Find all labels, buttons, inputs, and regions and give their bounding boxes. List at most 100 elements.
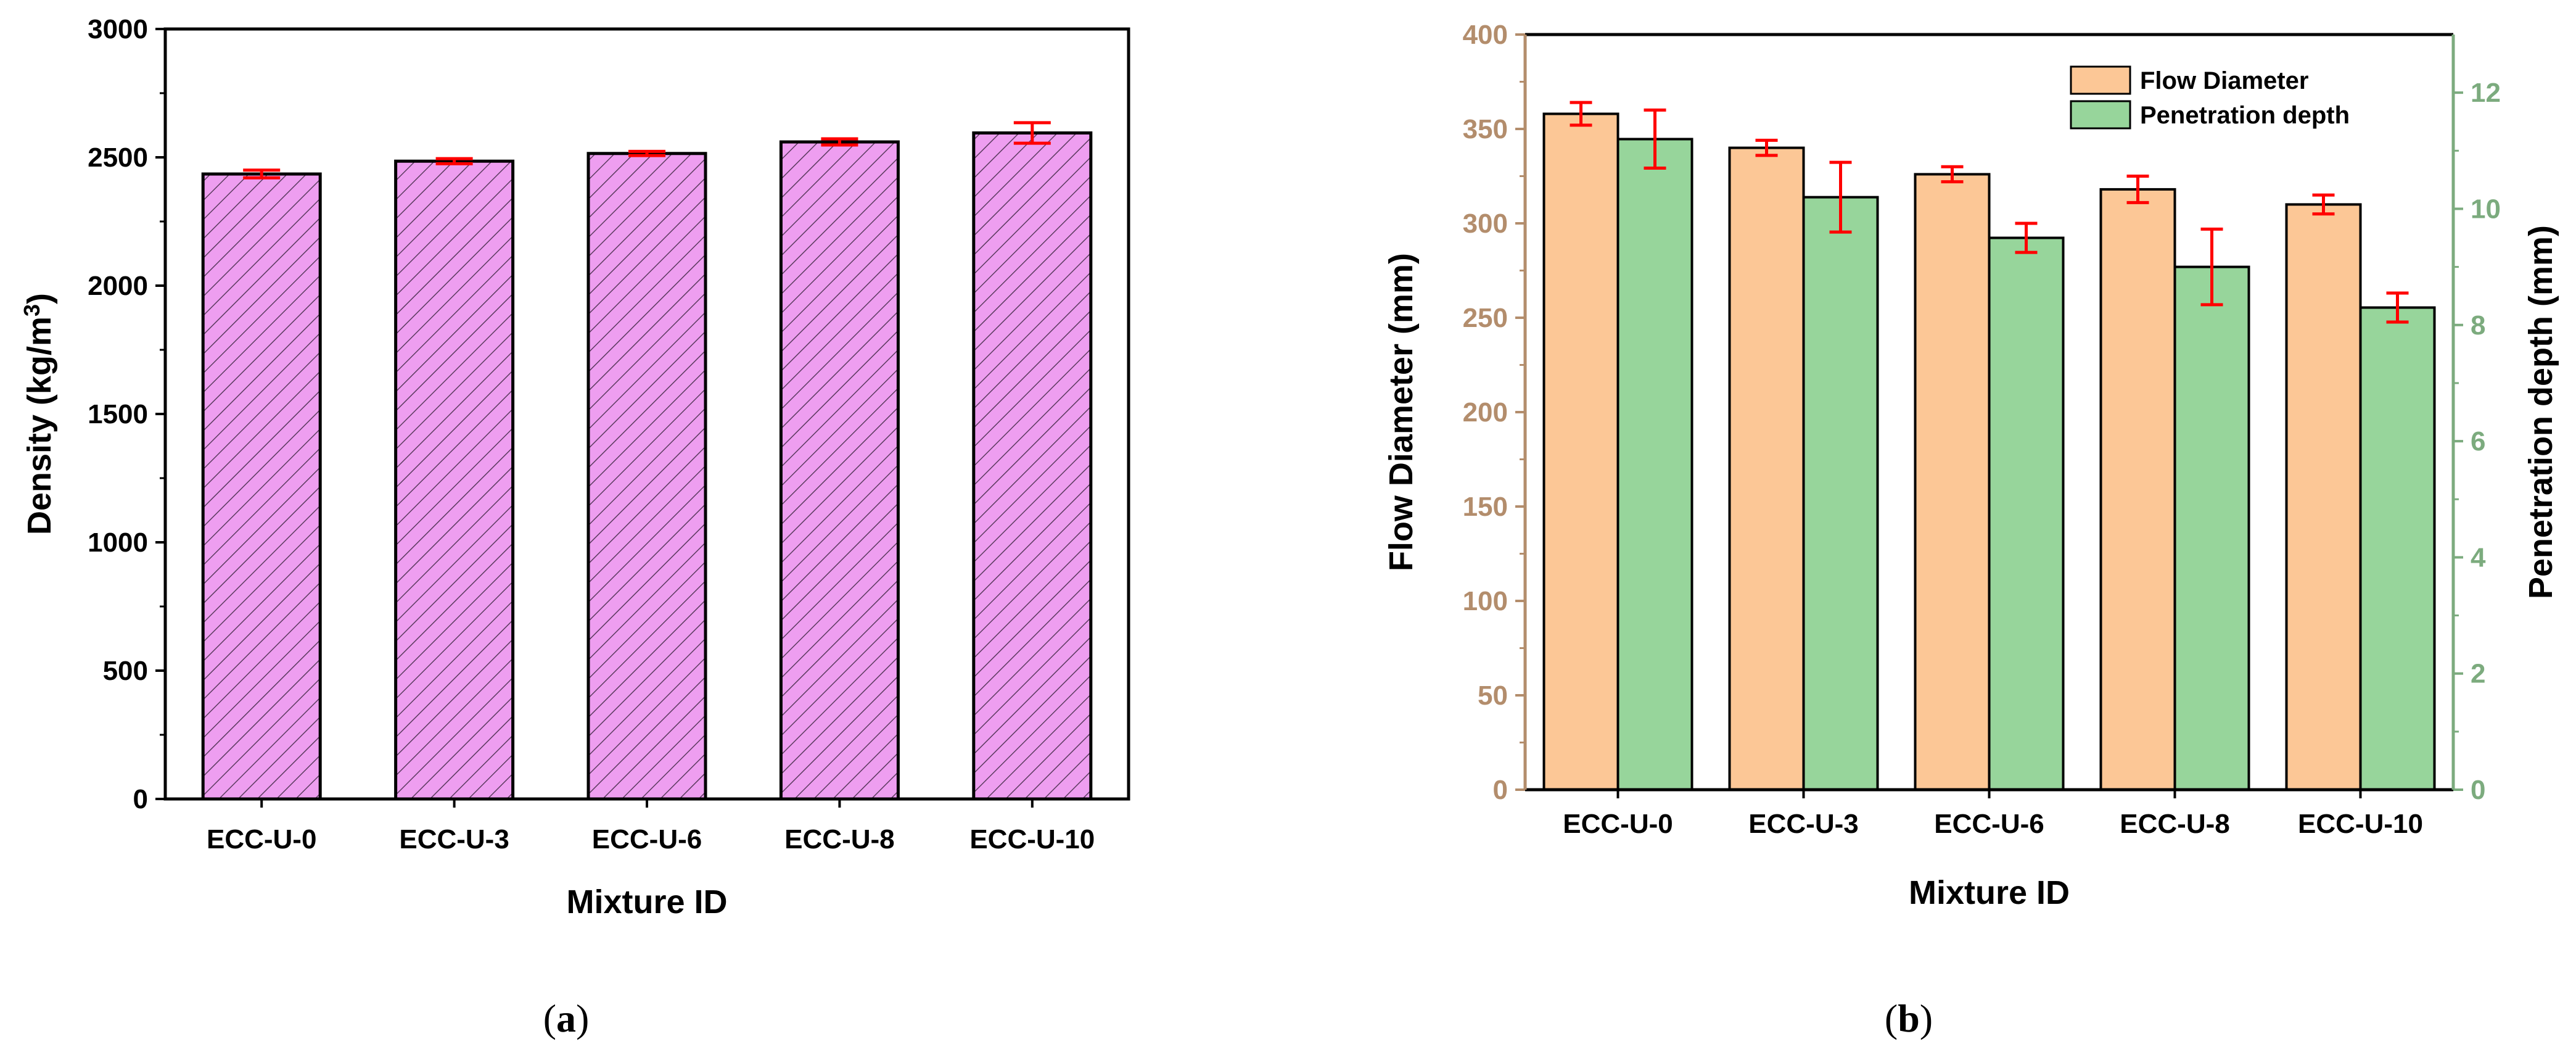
penetration-depth-error-bar-ecc-u-0 <box>1644 108 1666 170</box>
right-y-tick-label: 10 <box>2471 194 2501 224</box>
x-tick-label-ecc-u-10: ECC-U-10 <box>2298 809 2423 839</box>
density-error-bars <box>243 121 1051 180</box>
panel-b-left-y-ticks: 0 50 100 150 200 250 300 350 400 <box>1463 20 1525 805</box>
flow-diameter-error-bar-ecc-u-3 <box>1755 138 1778 157</box>
y-tick-label: 1000 <box>88 528 148 558</box>
flow-diameter-error-bar-ecc-u-8 <box>2126 175 2149 204</box>
panel-b-legend: Flow Diameter Penetration depth <box>2070 65 2350 130</box>
y-tick-label: 2500 <box>88 143 148 173</box>
penetration-depth-bar-ecc-u-6 <box>1988 236 2065 791</box>
legend-swatch-flow-diameter <box>2070 65 2131 95</box>
density-bar-hatch <box>201 172 322 801</box>
density-bars <box>201 131 1093 801</box>
panel-b-x-ticks: ECC-U-0 ECC-U-3 ECC-U-6 ECC-U-8 ECC-U-10 <box>1563 790 2423 839</box>
x-tick-label-ecc-u-0: ECC-U-0 <box>1563 809 1673 839</box>
left-y-tick-label: 400 <box>1463 20 1508 50</box>
flow-diameter-bar-ecc-u-3 <box>1728 146 1805 792</box>
right-y-tick-label: 8 <box>2471 310 2485 341</box>
panel-a-y-axis-title: Density (kg/m3) <box>19 293 58 535</box>
flow-penetration-error-bars <box>1570 101 2409 324</box>
caption-letter: b <box>1898 996 1920 1040</box>
x-tick-label-ecc-u-3: ECC-U-3 <box>1748 809 1858 839</box>
caption-close-paren: ) <box>1920 996 1933 1040</box>
flow-diameter-error-bar-ecc-u-0 <box>1570 101 1592 127</box>
y-tick-label: 1500 <box>88 399 148 429</box>
x-tick-label-ecc-u-3: ECC-U-3 <box>399 824 509 854</box>
density-error-bar-ecc-u-10 <box>1013 121 1051 145</box>
left-y-tick-label: 200 <box>1463 397 1508 428</box>
right-y-tick-label: 0 <box>2471 775 2485 805</box>
density-bar-hatch <box>972 131 1093 801</box>
penetration-depth-bar-ecc-u-10 <box>2359 306 2436 791</box>
x-tick-label-ecc-u-0: ECC-U-0 <box>207 824 316 854</box>
x-tick-label-ecc-u-8: ECC-U-8 <box>2120 809 2229 839</box>
y-tick-label: 2000 <box>88 271 148 301</box>
x-tick-label-ecc-u-6: ECC-U-6 <box>1934 809 2044 839</box>
caption-open-paren: ( <box>543 996 556 1040</box>
density-bar-hatch <box>394 159 515 801</box>
legend-item-penetration-depth: Penetration depth <box>2070 100 2350 130</box>
caption-open-paren: ( <box>1885 996 1898 1040</box>
right-y-tick-label: 12 <box>2471 78 2501 108</box>
penetration-depth-bar-ecc-u-3 <box>1802 196 1879 791</box>
flow-diameter-bar-ecc-u-10 <box>2285 203 2362 791</box>
density-bar-ecc-u-3 <box>394 159 515 801</box>
density-bar-ecc-u-10 <box>972 131 1093 801</box>
x-tick-label-ecc-u-6: ECC-U-6 <box>592 824 702 854</box>
y-tick-label: 0 <box>133 784 148 814</box>
legend-item-flow-diameter: Flow Diameter <box>2070 65 2308 95</box>
penetration-depth-error-bar-ecc-u-8 <box>2200 227 2223 307</box>
panel-b-left-y-axis-title: Flow Diameter (mm) <box>1383 253 1420 571</box>
density-bar-ecc-u-8 <box>779 140 900 801</box>
y-tick-label: 500 <box>103 656 148 686</box>
legend-swatch-penetration-depth <box>2070 100 2131 130</box>
density-error-bar-ecc-u-8 <box>821 137 858 147</box>
flow-diameter-error-bar-ecc-u-10 <box>2312 193 2335 216</box>
panel-b-x-axis-title: Mixture ID <box>1909 874 2070 911</box>
left-y-tick-label: 350 <box>1463 114 1508 144</box>
left-y-tick-label: 250 <box>1463 303 1508 333</box>
right-y-tick-label: 2 <box>2471 659 2485 689</box>
x-tick-label-ecc-u-10: ECC-U-10 <box>969 824 1095 854</box>
panel-a-y-ticks: 0 500 1000 1500 2000 2500 3000 <box>88 14 165 814</box>
legend-label-penetration-depth: Penetration depth <box>2140 102 2350 129</box>
flow-diameter-bar-ecc-u-0 <box>1542 112 1619 791</box>
y-axis-title-superscript: 3 <box>19 304 44 316</box>
penetration-depth-error-bar-ecc-u-10 <box>2386 291 2409 324</box>
panel-a-x-ticks: ECC-U-0 ECC-U-3 ECC-U-6 ECC-U-8 ECC-U-10 <box>207 799 1095 854</box>
density-error-bar-ecc-u-0 <box>243 168 281 180</box>
flow-diameter-bar-ecc-u-8 <box>2099 188 2176 792</box>
y-axis-title-end: ) <box>21 293 58 304</box>
right-y-tick-label: 4 <box>2471 542 2486 573</box>
penetration-depth-bar-ecc-u-0 <box>1616 138 1693 791</box>
caption-letter: a <box>556 996 576 1040</box>
density-error-bar-ecc-u-3 <box>435 157 473 165</box>
left-y-tick-label: 150 <box>1463 492 1508 522</box>
legend-label-flow-diameter: Flow Diameter <box>2140 67 2308 94</box>
y-axis-title-main: Density (kg/m <box>21 316 58 535</box>
flow-diameter-error-bar-ecc-u-6 <box>1941 165 1964 184</box>
caption-close-paren: ) <box>576 996 589 1040</box>
left-y-tick-label: 0 <box>1493 775 1508 805</box>
left-y-tick-label: 50 <box>1478 681 1508 711</box>
left-y-tick-label: 300 <box>1463 209 1508 239</box>
flow-diameter-bar-ecc-u-6 <box>1914 173 1991 791</box>
density-bar-hatch <box>586 152 707 801</box>
panel-b-right-y-ticks: 0 2 4 6 8 10 12 <box>2453 78 2501 805</box>
panel-b-flow-penetration-chart: 0 50 100 150 200 250 300 350 400 0 2 4 6 8 10 12 ECC-U… <box>1383 20 2559 911</box>
panel-b-right-y-axis-title: Penetration depth (mm) <box>2522 225 2559 599</box>
right-y-tick-label: 6 <box>2471 426 2485 457</box>
x-tick-label-ecc-u-8: ECC-U-8 <box>784 824 894 854</box>
left-y-tick-label: 100 <box>1463 586 1508 616</box>
penetration-depth-error-bar-ecc-u-6 <box>2015 221 2038 254</box>
penetration-depth-error-bar-ecc-u-3 <box>1829 160 1852 234</box>
flow-penetration-bars <box>1542 112 2436 792</box>
y-tick-label: 3000 <box>88 14 148 44</box>
density-bar-ecc-u-6 <box>586 152 707 801</box>
penetration-depth-bar-ecc-u-8 <box>2173 265 2250 792</box>
panel-a-x-axis-title: Mixture ID <box>566 883 727 921</box>
density-bar-ecc-u-0 <box>201 172 322 801</box>
density-error-bar-ecc-u-6 <box>628 149 665 157</box>
